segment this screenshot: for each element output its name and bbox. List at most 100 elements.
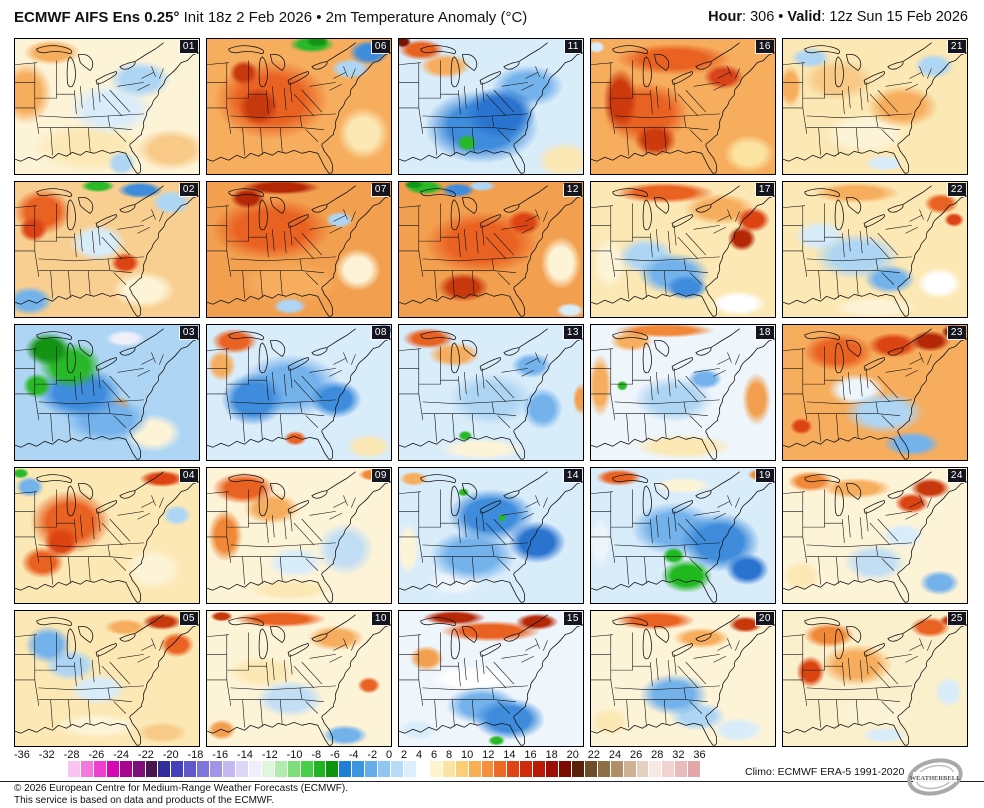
colorbar-cell [533, 761, 546, 777]
ensemble-member-map: 04 [14, 467, 200, 604]
state-boundaries-overlay [399, 185, 583, 317]
state-boundaries-overlay [399, 328, 583, 460]
colorbar-cell [171, 761, 184, 777]
state-boundaries-overlay [15, 42, 199, 174]
footer-divider [0, 781, 984, 782]
colorbar-cell [481, 761, 494, 777]
state-boundaries-overlay [15, 471, 199, 603]
colorbar-cell [261, 761, 274, 777]
state-boundaries-overlay [207, 328, 391, 460]
colorbar-cell [352, 761, 365, 777]
state-boundaries-overlay [15, 328, 199, 460]
colorbar-tick-label: 28 [651, 749, 664, 761]
state-boundaries-overlay [399, 614, 583, 746]
colorbar-tick-label: 0 [386, 749, 393, 761]
member-number-badge: 05 [179, 612, 198, 625]
ensemble-member-map: 03 [14, 324, 200, 461]
colorbar-tick-label: 10 [461, 749, 474, 761]
member-number-badge: 18 [755, 326, 774, 339]
member-number-badge: 01 [179, 40, 198, 53]
colorbar-cell [119, 761, 132, 777]
hour-label: Hour [708, 9, 743, 25]
ensemble-member-map: 22 [782, 181, 968, 318]
ensemble-member-map: 15 [398, 610, 584, 747]
colorbar-cell [559, 761, 571, 777]
colorbar-cell [623, 761, 636, 777]
colorbar-cell [158, 761, 171, 777]
colorbar-cell [416, 761, 429, 777]
member-number-badge: 25 [947, 612, 966, 625]
ensemble-member-map: 07 [206, 181, 392, 318]
ensemble-member-map: 06 [206, 38, 392, 175]
ensemble-member-map: 11 [398, 38, 584, 175]
member-number-badge: 12 [563, 183, 582, 196]
member-number-badge: 20 [755, 612, 774, 625]
colorbar-cell [197, 761, 210, 777]
colorbar-tick-label: -20 [162, 749, 179, 761]
colorbar-cell [378, 761, 391, 777]
state-boundaries-overlay [399, 471, 583, 603]
ensemble-member-map: 01 [14, 38, 200, 175]
colorbar-cell [145, 761, 158, 777]
colorbar-cell [274, 761, 287, 777]
colorbar-tick-label: -18 [187, 749, 204, 761]
member-number-badge: 15 [563, 612, 582, 625]
colorbar-tick-label: -22 [137, 749, 154, 761]
colorbar-cell [442, 761, 455, 777]
colorbar-tick-label: 16 [524, 749, 537, 761]
ensemble-member-map: 12 [398, 181, 584, 318]
colorbar-cell [636, 761, 649, 777]
colorbar-cell [649, 761, 662, 777]
colorbar-cell [106, 761, 119, 777]
colorbar-cell [313, 761, 326, 777]
colorbar-cell [494, 761, 507, 777]
colorbar-cell [80, 761, 93, 777]
colorbar-tick-label: -4 [348, 749, 359, 761]
colorbar-tick-label: 24 [608, 749, 622, 761]
ensemble-member-map: 17 [590, 181, 776, 318]
colorbar-cell [287, 761, 300, 777]
state-boundaries-overlay [207, 42, 391, 174]
ensemble-member-map: 24 [782, 467, 968, 604]
colorbar-cell [391, 761, 403, 777]
colorbar-cell [429, 761, 442, 777]
colorbar-cell [468, 761, 481, 777]
colorbar-cell [403, 761, 416, 777]
run-info: Init 18z 2 Feb 2026 • 2m Temperature Ano… [179, 9, 528, 26]
ensemble-panel-grid: 01 06 11 16 21 02 07 12 17 22 [14, 38, 968, 747]
colorbar-tick-label: -8 [311, 749, 322, 761]
weatherbell-logo-text: WEATHERBELL [910, 775, 961, 782]
colorbar-cell [210, 761, 223, 777]
colorbar-tick-label: 20 [566, 749, 579, 761]
colorbar-tick-label: -26 [88, 749, 105, 761]
state-boundaries-overlay [591, 185, 775, 317]
ensemble-member-map: 25 [782, 610, 968, 747]
copyright-text: © 2026 European Centre for Medium-Range … [14, 783, 348, 806]
colorbar-cell [455, 761, 468, 777]
state-boundaries-overlay [591, 614, 775, 746]
member-number-badge: 21 [947, 40, 966, 53]
ensemble-member-map: 10 [206, 610, 392, 747]
state-boundaries-overlay [591, 471, 775, 603]
colorbar-tick-label: -16 [212, 749, 229, 761]
colorbar-cell [507, 761, 520, 777]
colorbar-cell [248, 761, 261, 777]
colorbar-tick-label: -2 [367, 749, 378, 761]
ensemble-member-map: 19 [590, 467, 776, 604]
member-number-badge: 13 [563, 326, 582, 339]
state-boundaries-overlay [207, 185, 391, 317]
colorbar-tick-label: 36 [693, 749, 706, 761]
colorbar-cell [339, 761, 352, 777]
state-boundaries-overlay [783, 185, 967, 317]
valid-value: : 12z Sun 15 Feb 2026 [821, 9, 968, 25]
colorbar-tick-label: -24 [113, 749, 130, 761]
colorbar-cell [675, 761, 688, 777]
member-number-badge: 11 [564, 40, 582, 53]
climo-reference: Climo: ECMWF ERA-5 1991-2020 [745, 766, 905, 778]
colorbar-cell [610, 761, 623, 777]
colorbar-cell [68, 761, 80, 777]
ensemble-member-map: 18 [590, 324, 776, 461]
colorbar-cell [235, 761, 248, 777]
colorbar-cell [184, 761, 197, 777]
